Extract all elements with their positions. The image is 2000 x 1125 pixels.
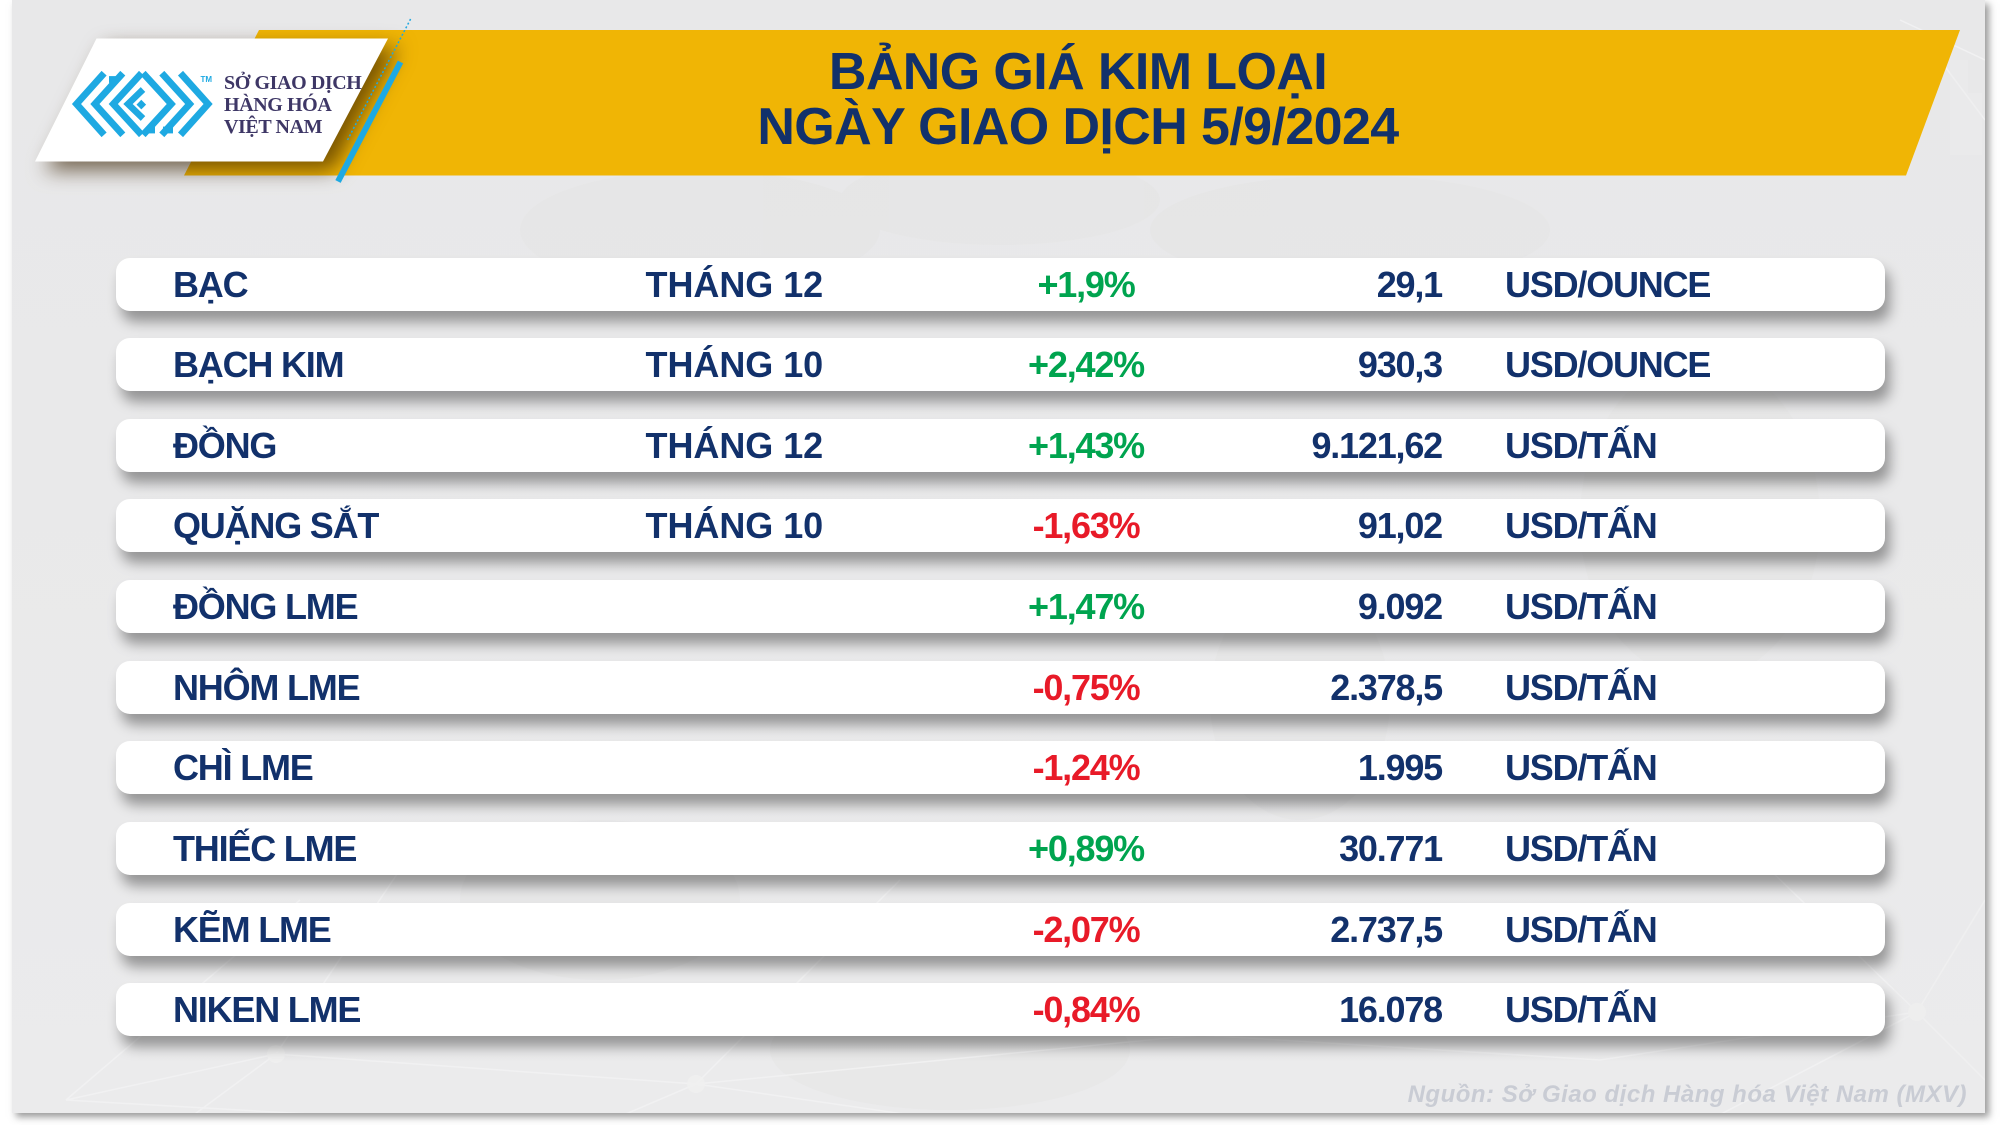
svg-text:TM: TM (201, 75, 213, 84)
